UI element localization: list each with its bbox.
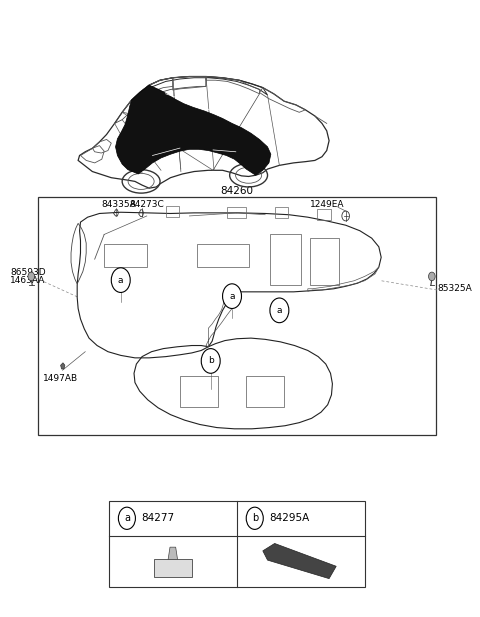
Bar: [275, 207, 288, 218]
Text: 85325A: 85325A: [438, 284, 472, 293]
Circle shape: [246, 507, 263, 529]
Text: 1249EA: 1249EA: [310, 201, 345, 209]
Polygon shape: [263, 544, 336, 579]
Circle shape: [223, 284, 241, 308]
Text: 84273C: 84273C: [129, 201, 164, 209]
Text: 84295A: 84295A: [269, 513, 309, 523]
Bar: [104, 244, 147, 267]
Text: a: a: [276, 306, 282, 315]
Text: 84277: 84277: [141, 513, 174, 523]
Circle shape: [28, 272, 35, 281]
Bar: [270, 234, 300, 285]
Text: 84335A: 84335A: [102, 201, 136, 209]
Bar: [228, 207, 246, 218]
Polygon shape: [60, 363, 65, 369]
Circle shape: [119, 507, 135, 529]
Bar: [180, 376, 218, 407]
Bar: [166, 206, 179, 217]
Text: 1463AA: 1463AA: [11, 276, 46, 285]
Text: b: b: [208, 357, 214, 365]
Text: 84260: 84260: [220, 186, 253, 196]
Polygon shape: [168, 547, 178, 560]
Circle shape: [429, 272, 435, 281]
Circle shape: [201, 349, 220, 373]
Circle shape: [111, 268, 130, 292]
Text: 86593D: 86593D: [11, 268, 46, 277]
Text: a: a: [229, 292, 235, 300]
Bar: [154, 560, 192, 577]
Circle shape: [270, 298, 289, 323]
Text: a: a: [118, 276, 123, 284]
Bar: [246, 376, 284, 407]
Bar: [38, 197, 436, 435]
Bar: [317, 209, 331, 220]
Text: a: a: [124, 513, 130, 523]
Bar: [310, 238, 338, 285]
Bar: [109, 501, 365, 587]
Polygon shape: [116, 85, 271, 175]
Text: b: b: [252, 513, 258, 523]
Text: 1497AB: 1497AB: [43, 375, 78, 383]
Bar: [196, 244, 249, 267]
